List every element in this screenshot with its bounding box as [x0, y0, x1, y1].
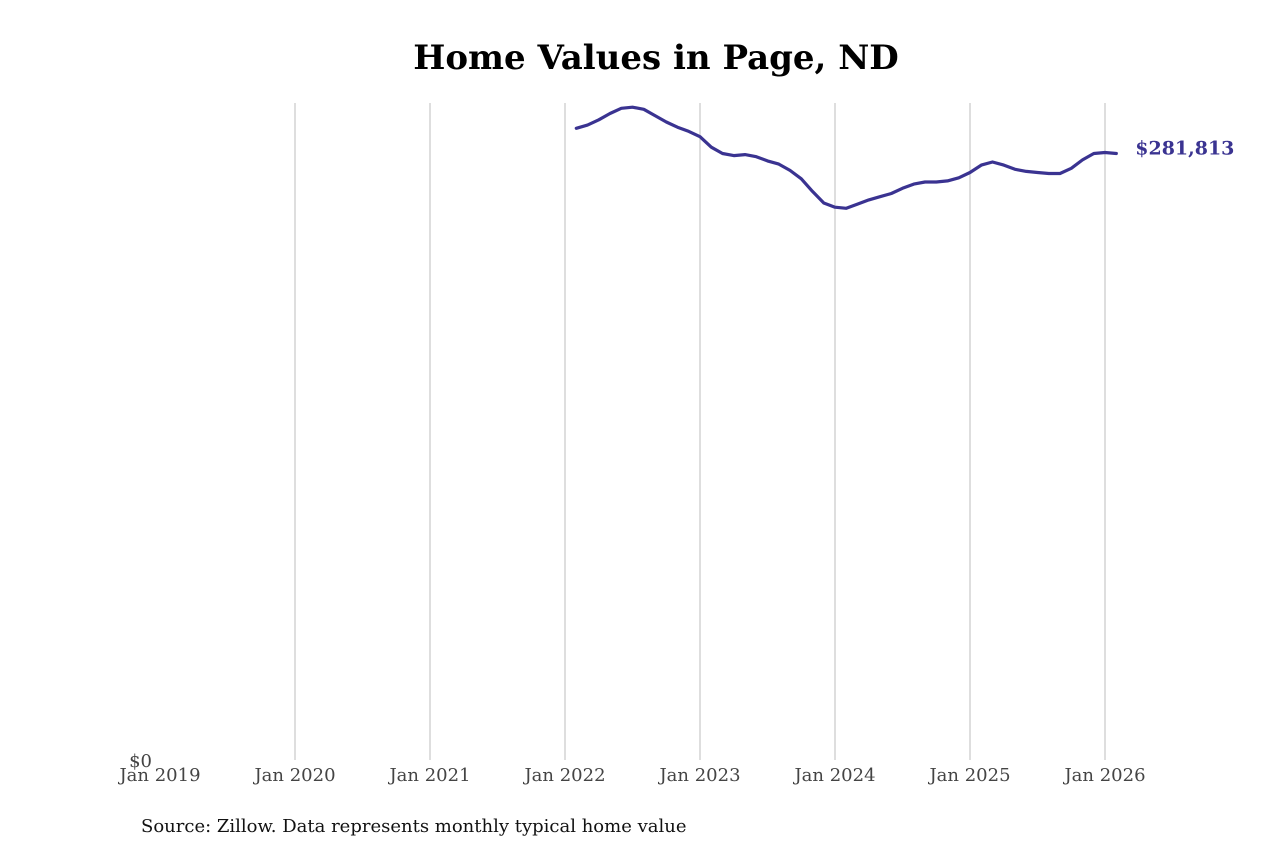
x-tick-label: Jan 2022 — [522, 765, 605, 786]
x-axis-tick-labels: Jan 2019 Jan 2020 Jan 2021 Jan 2022 Jan 2023… — [117, 765, 1145, 786]
series-line — [574, 105, 1118, 210]
x-tick-label: Jan 2019 — [117, 765, 200, 786]
source-note: Source: Zillow. Data represents monthly … — [141, 816, 687, 837]
x-tick-label: Jan 2024 — [792, 765, 875, 786]
x-tick-label: Jan 2021 — [387, 765, 470, 786]
x-tick-label: Jan 2020 — [252, 765, 335, 786]
y-axis-tick-labels: $0 — [129, 751, 152, 772]
end-value-label-layer: $281,813 — [1135, 138, 1234, 160]
x-tick-label: Jan 2026 — [1062, 765, 1145, 786]
chart-title: Home Values in Page, ND — [413, 38, 899, 78]
x-tick-label: Jan 2023 — [657, 765, 740, 786]
end-value-label: $281,813 — [1135, 138, 1234, 160]
y-tick-label: $0 — [129, 751, 152, 772]
vertical-gridlines — [294, 103, 1106, 760]
x-tick-label: Jan 2025 — [927, 765, 1010, 786]
series-line-layer — [574, 105, 1118, 210]
